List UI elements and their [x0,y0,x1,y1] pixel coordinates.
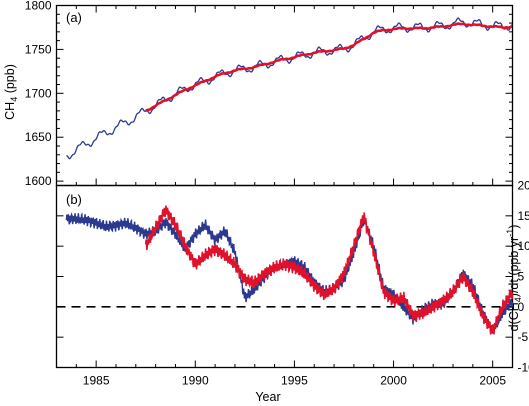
panel-a-trend-line [144,22,513,113]
panel-a-ylabel-sub: 4 [9,97,19,102]
panel-b-ylabel-c: ) [507,225,521,229]
x-tick-label: 2000 [380,374,407,388]
panel-b-ylabel-sup: -1 [505,229,515,237]
y-tick-label: 1650 [25,130,52,144]
panel-a-ylabel-post: (ppb) [3,64,17,97]
panel-a-frame [55,4,514,187]
panel-b-y-axis-title: d(CH4)/dt (ppb yr-1) [505,225,523,332]
panel-b-ylabel-sub: 4 [513,297,523,302]
y-tick-label: 1600 [25,174,52,188]
panel-a-ylabel-pre: CH [3,102,17,120]
x-tick-label: 1995 [281,374,308,388]
panel-b-ylabel-a: d(CH [507,302,521,331]
x-tick-label: 1990 [182,374,209,388]
y-tick-label: 0 [518,300,525,314]
panel-b-frame [55,184,514,369]
panel-a-label: (a) [66,10,82,25]
panel-a-observed-line [66,17,513,160]
y-tick-label: 15 [518,209,529,223]
y-tick-label: 1800 [25,0,52,13]
x-axis-title: Year [255,390,280,404]
panel-b-ylabel-b: )/dt (ppb yr [507,237,521,297]
y-tick-label: 1700 [25,86,52,100]
panel-b-blue-series [65,212,514,335]
x-tick-label: 2005 [479,374,506,388]
y-tick-label: 5 [518,270,525,284]
y-tick-label: 20 [518,179,529,193]
y-tick-label: 1750 [25,42,52,56]
panel-b-label: (b) [66,192,82,207]
y-tick-label: -10 [518,361,529,375]
y-tick-label: -5 [518,330,529,344]
x-tick-label: 1985 [83,374,110,388]
panel-b-red-series [144,205,514,335]
panel-a-y-axis-title: CH4 (ppb) [3,64,19,120]
y-tick-label: 10 [518,239,529,253]
